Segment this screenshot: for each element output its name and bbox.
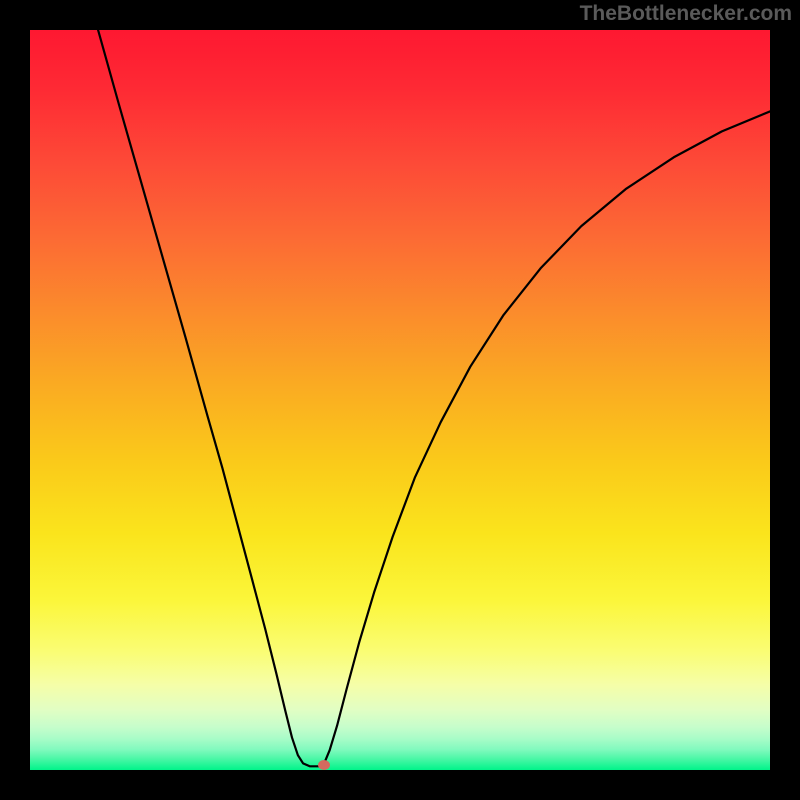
optimum-marker bbox=[318, 760, 330, 770]
curve-layer bbox=[30, 30, 770, 770]
bottleneck-curve bbox=[98, 30, 770, 766]
chart-container: TheBottlenecker.com bbox=[0, 0, 800, 800]
plot-area bbox=[30, 30, 770, 770]
watermark-text: TheBottlenecker.com bbox=[580, 2, 792, 26]
